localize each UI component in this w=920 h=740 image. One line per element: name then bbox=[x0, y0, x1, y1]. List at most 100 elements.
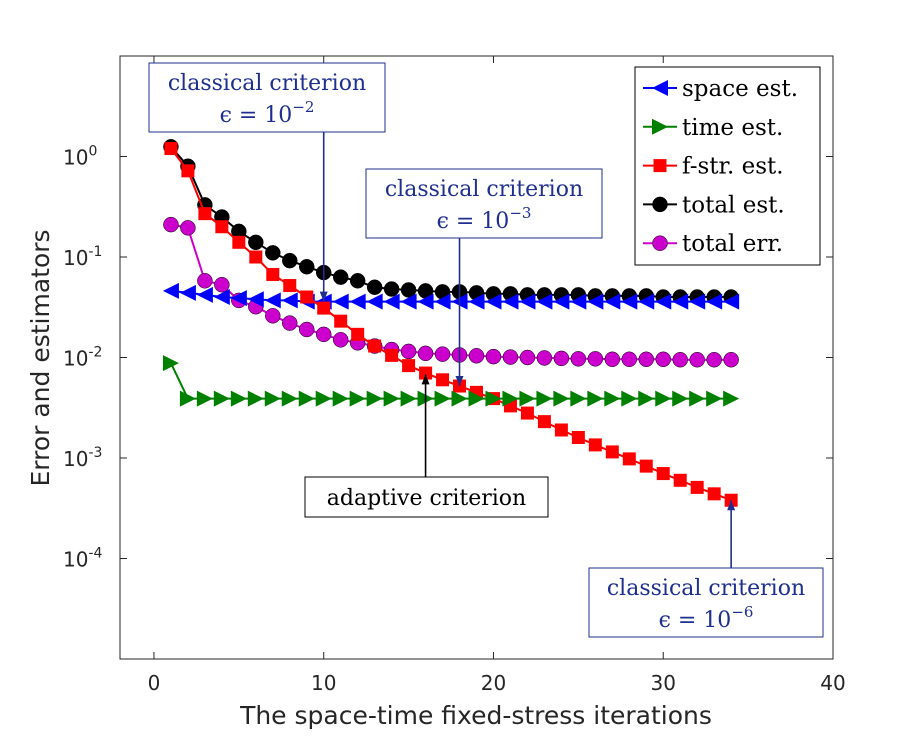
x-tick-label: 20 bbox=[481, 671, 506, 695]
data-point bbox=[571, 430, 585, 444]
data-point bbox=[537, 415, 551, 429]
data-point bbox=[485, 293, 502, 310]
x-tick-label: 30 bbox=[651, 671, 676, 695]
data-point bbox=[332, 293, 349, 310]
legend-marker bbox=[653, 159, 667, 173]
data-point bbox=[281, 390, 298, 407]
data-point bbox=[334, 314, 348, 328]
annotation-box bbox=[588, 567, 824, 638]
legend-item: total est. bbox=[643, 192, 785, 218]
annotation-title: adaptive criterion bbox=[327, 486, 526, 511]
data-point bbox=[266, 267, 280, 281]
data-point bbox=[164, 142, 178, 156]
series-time-est bbox=[162, 355, 740, 407]
data-point bbox=[436, 373, 450, 387]
data-point bbox=[656, 467, 670, 481]
data-point bbox=[604, 390, 621, 407]
legend-marker bbox=[652, 196, 668, 213]
y-tick-label: 10-1 bbox=[63, 244, 102, 270]
data-point bbox=[300, 290, 314, 304]
data-point bbox=[706, 390, 723, 407]
data-point bbox=[249, 250, 263, 264]
data-point bbox=[604, 293, 621, 310]
annotation-title: classical criterion bbox=[607, 576, 805, 601]
data-point bbox=[417, 345, 434, 362]
y-tick-label: 10-4 bbox=[63, 546, 103, 572]
data-point bbox=[179, 284, 196, 301]
data-point bbox=[298, 390, 315, 407]
data-point bbox=[179, 390, 196, 407]
data-point bbox=[502, 293, 519, 310]
data-point bbox=[400, 282, 417, 298]
data-point bbox=[214, 276, 230, 293]
legend-marker bbox=[652, 118, 668, 135]
data-point bbox=[519, 390, 536, 407]
data-point bbox=[638, 293, 655, 310]
data-point bbox=[485, 348, 502, 365]
data-point bbox=[553, 350, 570, 367]
data-point bbox=[570, 293, 587, 310]
data-point bbox=[366, 390, 383, 407]
data-point bbox=[689, 351, 705, 368]
data-point bbox=[298, 258, 315, 275]
legend-item: total err. bbox=[643, 231, 783, 257]
annotation-arrowhead bbox=[727, 500, 736, 511]
data-point bbox=[672, 293, 689, 310]
annotation-title: classical criterion bbox=[385, 177, 583, 202]
data-point bbox=[247, 291, 264, 308]
data-point bbox=[400, 390, 417, 407]
data-point bbox=[400, 293, 417, 310]
data-point bbox=[162, 282, 179, 299]
data-point bbox=[402, 359, 416, 373]
data-point bbox=[181, 164, 195, 178]
data-point bbox=[536, 293, 553, 310]
annotation-title: classical criterion bbox=[168, 71, 366, 96]
data-point bbox=[196, 390, 213, 407]
data-point bbox=[265, 308, 281, 324]
data-point bbox=[383, 281, 400, 297]
data-point bbox=[197, 273, 213, 289]
data-point bbox=[536, 350, 553, 366]
data-point bbox=[282, 252, 298, 269]
data-point bbox=[368, 339, 382, 353]
legend-label: total err. bbox=[682, 231, 783, 257]
data-point bbox=[621, 293, 638, 310]
data-point bbox=[587, 293, 604, 310]
data-point bbox=[621, 351, 638, 368]
data-point bbox=[587, 390, 604, 407]
series-space-est bbox=[162, 282, 740, 310]
data-point bbox=[672, 351, 688, 368]
y-axis-title: Error and estimators bbox=[26, 229, 55, 486]
data-point bbox=[383, 293, 400, 310]
data-point bbox=[434, 390, 451, 407]
data-point bbox=[485, 390, 502, 407]
data-point bbox=[264, 292, 281, 309]
series-line bbox=[169, 362, 732, 400]
legend: space est. time est. f-str. est. total est.… bbox=[634, 66, 821, 266]
data-point bbox=[213, 288, 230, 305]
data-point bbox=[383, 390, 400, 407]
series-f-str-est bbox=[164, 142, 738, 507]
y-tick-label: 100 bbox=[63, 144, 97, 170]
data-point bbox=[315, 326, 332, 343]
data-point bbox=[247, 390, 264, 407]
data-point bbox=[230, 390, 247, 407]
legend-item: f-str. est. bbox=[643, 154, 784, 180]
data-point bbox=[349, 293, 366, 310]
data-point bbox=[639, 459, 653, 473]
x-tick-label: 40 bbox=[820, 671, 845, 695]
legend-item: time est. bbox=[643, 115, 783, 141]
data-point bbox=[706, 293, 723, 310]
data-point bbox=[366, 279, 383, 296]
series-layer bbox=[162, 139, 740, 507]
data-point bbox=[553, 293, 570, 310]
data-point bbox=[723, 351, 739, 368]
data-point bbox=[570, 390, 587, 407]
annotation-box bbox=[365, 168, 603, 239]
series-line bbox=[170, 147, 732, 502]
